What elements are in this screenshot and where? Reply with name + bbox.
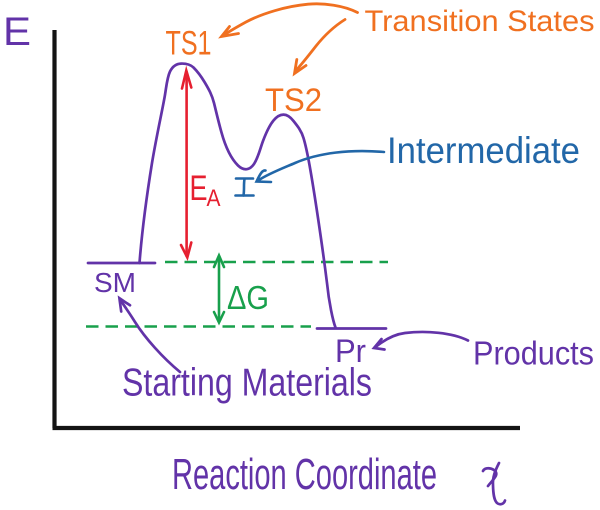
svg-text:Intermediate: Intermediate: [387, 130, 580, 171]
svg-text:A: A: [207, 185, 221, 212]
svg-text:SM: SM: [94, 267, 136, 298]
svg-text:Starting Materials: Starting Materials: [122, 362, 372, 405]
svg-text:Reaction Coordinate: Reaction Coordinate: [172, 450, 437, 499]
svg-text:Pr: Pr: [335, 333, 366, 369]
svg-text:Products: Products: [473, 335, 594, 372]
svg-text:TS2: TS2: [265, 82, 322, 118]
svg-text:Transition States: Transition States: [365, 5, 595, 38]
svg-text:ΔG: ΔG: [227, 279, 269, 316]
svg-text:E: E: [3, 10, 31, 54]
svg-text:TS1: TS1: [166, 25, 212, 63]
svg-text:E: E: [190, 169, 208, 208]
